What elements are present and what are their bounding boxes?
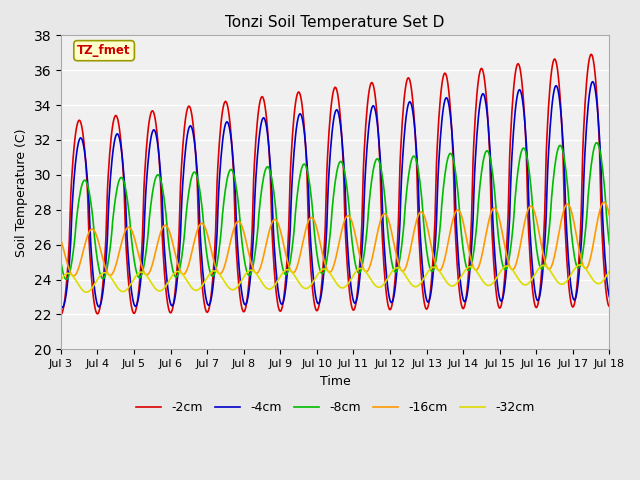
-4cm [59, 304, 67, 310]
Line: -2cm: -2cm [61, 54, 609, 314]
Text: TZ_fmet: TZ_fmet [77, 44, 131, 57]
Y-axis label: Soil Temperature (C): Soil Temperature (C) [15, 128, 28, 257]
-32cm [328, 273, 335, 278]
-32cm [57, 277, 65, 283]
X-axis label: Time: Time [320, 374, 351, 387]
-4cm [589, 79, 596, 84]
-4cm [556, 100, 564, 106]
-2cm [177, 167, 185, 173]
-32cm [556, 281, 564, 287]
Title: Tonzi Soil Temperature Set D: Tonzi Soil Temperature Set D [225, 15, 445, 30]
Legend: -2cm, -4cm, -8cm, -16cm, -32cm: -2cm, -4cm, -8cm, -16cm, -32cm [131, 396, 540, 420]
-8cm [435, 237, 443, 243]
-8cm [593, 140, 600, 145]
-16cm [178, 271, 186, 276]
-2cm [201, 304, 209, 310]
-16cm [57, 237, 65, 243]
-4cm [57, 302, 65, 308]
-2cm [327, 109, 335, 115]
-8cm [381, 193, 388, 199]
-2cm [605, 304, 613, 310]
-16cm [70, 273, 77, 279]
-4cm [381, 250, 388, 256]
-16cm [328, 268, 335, 274]
-2cm [556, 82, 563, 88]
-32cm [83, 289, 91, 295]
-4cm [605, 294, 613, 300]
-32cm [381, 280, 388, 286]
-8cm [202, 243, 209, 249]
-32cm [605, 268, 613, 274]
-32cm [178, 271, 186, 276]
-2cm [57, 312, 65, 317]
-16cm [202, 226, 209, 232]
Line: -4cm: -4cm [61, 82, 609, 307]
-4cm [435, 159, 443, 165]
-32cm [202, 277, 209, 283]
-2cm [588, 51, 595, 57]
-8cm [328, 217, 335, 223]
-4cm [178, 193, 186, 199]
-32cm [577, 262, 584, 268]
-16cm [600, 199, 608, 205]
-16cm [381, 211, 388, 216]
-8cm [62, 276, 70, 282]
-2cm [434, 129, 442, 134]
-8cm [556, 143, 564, 148]
Line: -32cm: -32cm [61, 265, 609, 292]
-32cm [435, 267, 443, 273]
-4cm [202, 294, 209, 300]
-2cm [380, 263, 388, 269]
-16cm [556, 225, 564, 230]
-8cm [178, 252, 186, 258]
Line: -16cm: -16cm [61, 202, 609, 276]
Line: -8cm: -8cm [61, 143, 609, 279]
-16cm [435, 267, 443, 273]
-8cm [57, 259, 65, 264]
-4cm [328, 137, 335, 143]
-8cm [605, 241, 613, 247]
-16cm [605, 213, 613, 218]
